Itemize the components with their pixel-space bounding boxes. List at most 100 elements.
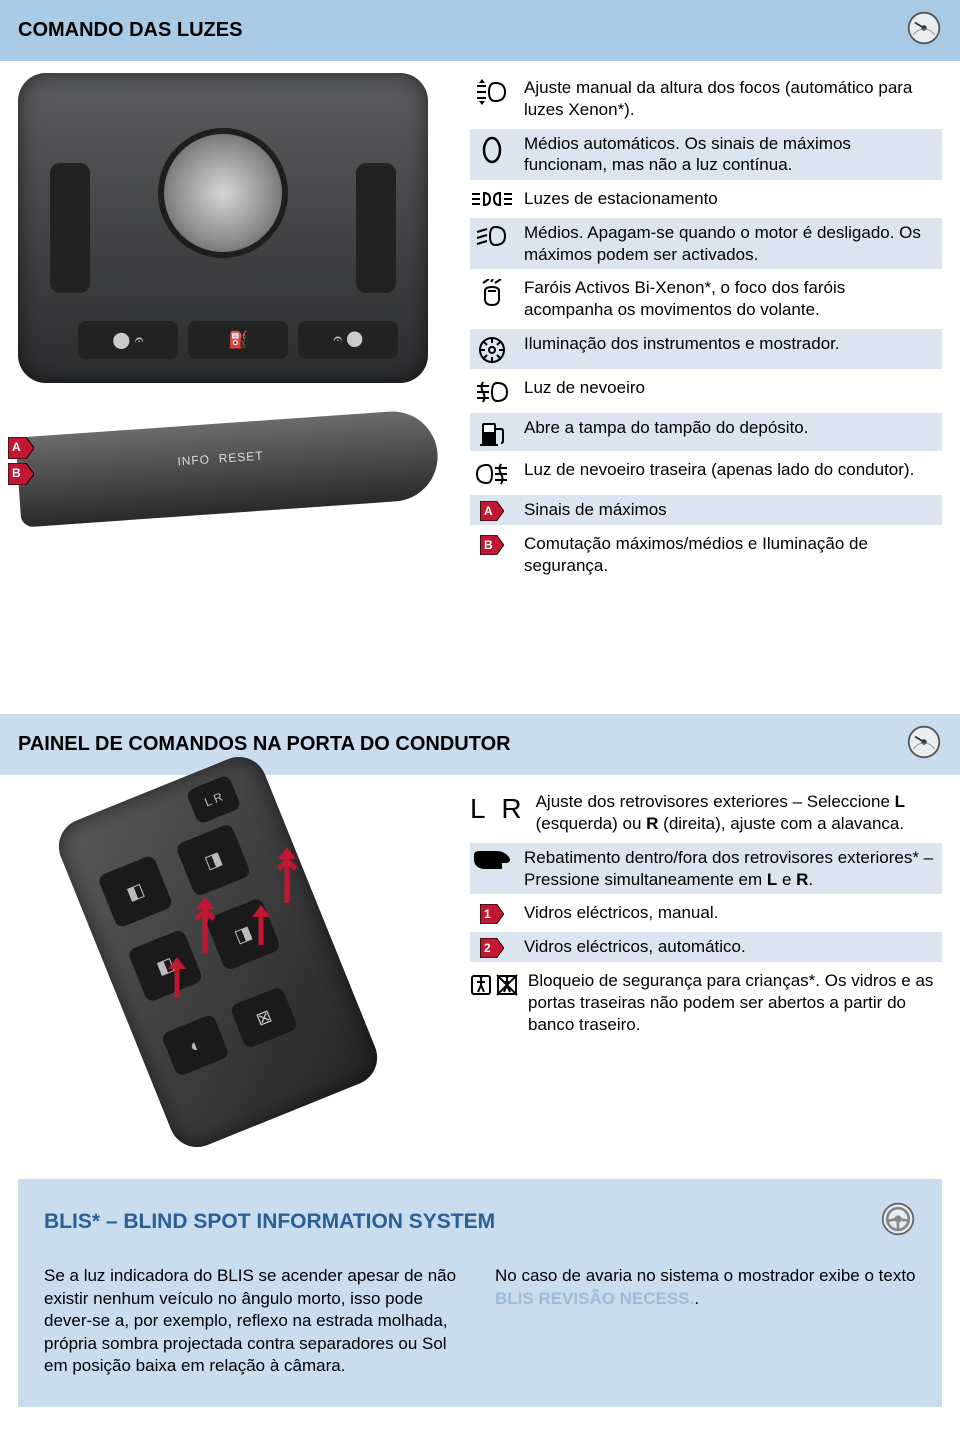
s2-icon-arrow-2: 2 <box>470 936 514 958</box>
window-btn-fr: ◨ <box>175 823 252 897</box>
section2-header: PAINEL DE COMANDOS NA PORTA DO CONDUTOR <box>0 714 960 775</box>
door-panel-image: ◧ ◨ ◧ ◨ ◐ ⊠ L R <box>18 787 438 1107</box>
section2-title: PAINEL DE COMANDOS NA PORTA DO CONDUTOR <box>18 733 511 756</box>
section3-title: BLIS* – BLIND SPOT INFORMATION SYSTEM <box>44 1210 495 1234</box>
panel-right-knob <box>356 163 396 293</box>
stalk-image: INFO RESET <box>15 408 440 527</box>
spacer-1 <box>0 604 960 714</box>
s2-text-0: Ajuste dos retrovisores exteriores – Sel… <box>536 791 934 835</box>
LR-btn: L R <box>186 775 242 826</box>
panel-btn-fog-front: ⬤ 𝄐 <box>78 321 178 359</box>
s1-icon-fuel-pump <box>470 417 514 447</box>
s2-bold-0-1: L <box>895 792 905 811</box>
s1-row-0: Ajuste manual da altura dos focos (autom… <box>470 73 942 125</box>
overlay-arrow-2b <box>270 847 304 903</box>
section2-body: ◧ ◨ ◧ ◨ ◐ ⊠ L R L RAjuste dos retrovisor… <box>0 775 960 1131</box>
s1-text-6: Luz de nevoeiro <box>524 377 934 399</box>
stalk-info-label: INFO RESET <box>177 449 264 469</box>
mirror-fold-btn: ◐ <box>161 1014 230 1078</box>
section3-col2-post: . <box>694 1289 699 1308</box>
s1-row-6: Luz de nevoeiro <box>470 373 942 409</box>
s1-icon-arrow-A: A <box>470 499 514 521</box>
s1-text-4: Faróis Activos Bi-Xenon*, o foco dos far… <box>524 277 934 321</box>
s1-icon-fog-front <box>470 377 514 405</box>
s2-bold-0-3: R <box>646 814 658 833</box>
s1-row-4: Faróis Activos Bi-Xenon*, o foco dos far… <box>470 273 942 325</box>
section1-body: ⬤ 𝄐 ⛽ 𝄐 ⬤ INFO RESET A B Ajuste manual d… <box>0 61 960 604</box>
panel-dial <box>158 128 288 258</box>
s1-icon-bixenon <box>470 277 514 309</box>
s1-row-2: Luzes de estacionamento <box>470 184 942 214</box>
gauge-icon <box>906 10 942 51</box>
s1-row-3: Médios. Apagam-se quando o motor é desli… <box>470 218 942 270</box>
s2-bold-1-3: R <box>796 870 808 889</box>
panel-btn-fuel: ⛽ <box>188 321 288 359</box>
section3-col1: Se a luz indicadora do BLIS se acender a… <box>44 1265 465 1377</box>
s2-row-2: 1 Vidros eléctricos, manual. <box>470 898 942 928</box>
s1-icon-instrument-light <box>470 333 514 365</box>
s1-text-2: Luzes de estacionamento <box>524 188 934 210</box>
s1-row-5: Iluminação dos instrumentos e mostrador. <box>470 329 942 369</box>
s1-icon-low-beam <box>470 222 514 248</box>
window-btn-fl: ◧ <box>97 855 174 929</box>
child-lock-btn: ⊠ <box>229 986 298 1050</box>
stalk-arrow-A-letter: A <box>12 440 21 454</box>
s1-icon-headlight-adjust <box>470 77 514 105</box>
s1-text-10: Comutação máximos/médios e Iluminação de… <box>524 533 934 577</box>
s2-icon-child-lock <box>470 970 518 998</box>
section1-header: COMANDO DAS LUZES <box>0 0 960 61</box>
stalk-arrow-A: A <box>8 437 34 459</box>
section-blis: BLIS* – BLIND SPOT INFORMATION SYSTEM Se… <box>18 1179 942 1407</box>
gauge-icon <box>906 724 942 765</box>
s1-text-7: Abre a tampa do tampão do depósito. <box>524 417 934 439</box>
section1-items: Ajuste manual da altura dos focos (autom… <box>470 73 942 580</box>
panel-left-knob <box>50 163 90 293</box>
stalk-arrow-B-letter: B <box>12 466 21 480</box>
s1-icon-parking-light <box>470 188 514 208</box>
stalk-arrow-B: B <box>8 463 34 485</box>
s1-icon-fog-rear <box>470 459 514 487</box>
steering-wheel-icon <box>880 1201 916 1243</box>
s2-row-4: Bloqueio de segurança para crianças*. Os… <box>470 966 942 1039</box>
section3-col2: No caso de avaria no sistema o mostrador… <box>495 1265 916 1377</box>
s1-text-3: Médios. Apagam-se quando o motor é desli… <box>524 222 934 266</box>
section1-title: COMANDO DAS LUZES <box>18 19 242 42</box>
section2-left: ◧ ◨ ◧ ◨ ◐ ⊠ L R <box>18 787 458 1107</box>
s2-text-3: Vidros eléctricos, automático. <box>524 936 934 958</box>
s1-text-9: Sinais de máximos <box>524 499 934 521</box>
s1-row-9: A Sinais de máximos <box>470 495 942 525</box>
s2-row-0: L RAjuste dos retrovisores exteriores – … <box>470 787 942 839</box>
s2-icon-arrow-1: 1 <box>470 902 514 924</box>
s2-row-1: Rebatimento dentro/fora dos retrovisores… <box>470 843 942 895</box>
s1-text-1: Médios automáticos. Os sinais de máximos… <box>524 133 934 177</box>
section3-col2-pre: No caso de avaria no sistema o mostrador… <box>495 1266 916 1285</box>
s2-text-4: Bloqueio de segurança para crianças*. Os… <box>528 970 934 1035</box>
overlay-arrow-1b <box>244 905 278 945</box>
s2-bold-1-1: L <box>767 870 777 889</box>
s1-icon-zero-symbol <box>470 133 514 165</box>
section-comando-luzes: COMANDO DAS LUZES ⬤ 𝄐 ⛽ 𝄐 ⬤ INFO RE <box>0 0 960 604</box>
s1-text-0: Ajuste manual da altura dos focos (autom… <box>524 77 934 121</box>
overlay-arrow-2a <box>188 897 222 953</box>
s2-icon-mirror-fold <box>470 847 514 871</box>
section2-items: L RAjuste dos retrovisores exteriores – … <box>470 787 942 1107</box>
section3-col2-highlight: BLIS REVISÃO NECESS. <box>495 1289 694 1308</box>
section1-left: ⬤ 𝄐 ⛽ 𝄐 ⬤ INFO RESET A B <box>18 73 458 580</box>
section3-title-row: BLIS* – BLIND SPOT INFORMATION SYSTEM <box>44 1201 916 1243</box>
s1-icon-arrow-B: B <box>470 533 514 555</box>
s2-text-2: Vidros eléctricos, manual. <box>524 902 934 924</box>
s2-row-3: 2 Vidros eléctricos, automático. <box>470 932 942 962</box>
s1-text-5: Iluminação dos instrumentos e mostrador. <box>524 333 934 355</box>
s1-row-1: Médios automáticos. Os sinais de máximos… <box>470 129 942 181</box>
section3-columns: Se a luz indicadora do BLIS se acender a… <box>44 1265 916 1377</box>
s1-row-10: B Comutação máximos/médios e Iluminação d… <box>470 529 942 581</box>
s1-row-8: Luz de nevoeiro traseira (apenas lado do… <box>470 455 942 491</box>
s2-icon-LR: L R <box>470 791 526 825</box>
light-control-panel-image: ⬤ 𝄐 ⛽ 𝄐 ⬤ <box>18 73 428 383</box>
s2-text-1: Rebatimento dentro/fora dos retrovisores… <box>524 847 934 891</box>
s1-row-7: Abre a tampa do tampão do depósito. <box>470 413 942 451</box>
spacer-2 <box>0 1131 960 1161</box>
panel-btn-fog-rear: 𝄐 ⬤ <box>298 321 398 359</box>
section-painel-porta: PAINEL DE COMANDOS NA PORTA DO CONDUTOR … <box>0 714 960 1131</box>
overlay-arrow-1a <box>160 957 194 997</box>
